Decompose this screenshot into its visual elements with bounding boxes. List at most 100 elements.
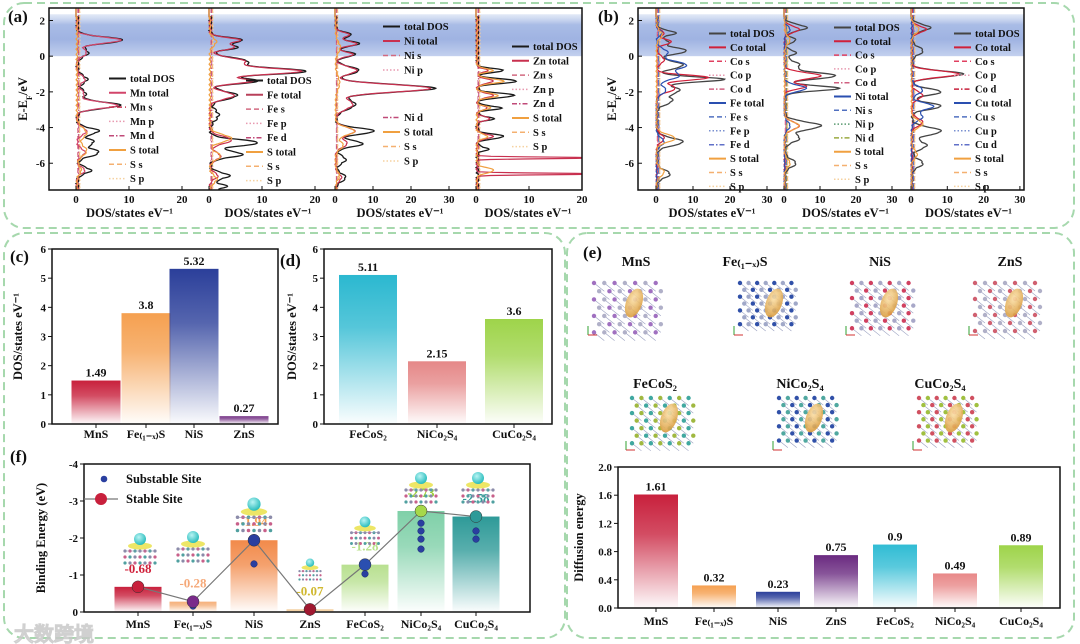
y-tick-label: -1: [69, 570, 78, 582]
legend-item: total DOS: [834, 23, 900, 34]
x-tick-label: 30: [887, 194, 899, 206]
x-tick-label: 20: [310, 194, 322, 206]
legend-label: Fe s: [267, 105, 285, 116]
legend-label: S total: [267, 148, 296, 159]
legend-item: Fe p: [246, 119, 287, 130]
dos-curve-s-total: [208, 8, 233, 190]
dos-curve-s-total: [75, 8, 88, 190]
category-label: MnS: [644, 614, 669, 628]
bar-value-label: -2.58: [462, 491, 490, 506]
bar-value-label: 3.8: [139, 298, 154, 312]
legend-label: S total: [855, 147, 884, 158]
category-label: Fe₍₁₋ₓ₎S: [174, 617, 213, 631]
y-tick-label: -2: [625, 87, 635, 99]
diffusion-path-icon: [659, 403, 679, 433]
x-axis-title: DOS/states eV⁻¹: [356, 206, 443, 220]
legend-label: Fe p: [730, 126, 750, 137]
legend-item: Co total: [954, 43, 1011, 54]
diffusion-path-icon: [764, 288, 784, 318]
panel-label: (d): [280, 251, 301, 270]
bar-2: [485, 319, 543, 424]
bar-value-label: 0.23: [768, 577, 789, 591]
structure-label: FeCoS₂: [633, 377, 677, 392]
substable-site-point: [417, 545, 425, 553]
legend-label: Substable Site: [126, 472, 202, 486]
dos-curve-total-dos: [474, 8, 518, 190]
y-axis-title-part: E-E: [16, 100, 30, 121]
y-axis-title: Binding Energy (eV): [34, 483, 48, 593]
crystal-structure-2: [845, 280, 916, 337]
legend-label: total DOS: [267, 76, 312, 87]
category-label: MnS: [126, 617, 151, 631]
legend-label: Cu s: [975, 112, 995, 123]
diffusion-path-icon: [624, 288, 644, 318]
legend-item: Co total: [834, 37, 891, 48]
structure-label: NiS: [869, 255, 891, 270]
legend-label: Co total: [855, 37, 891, 48]
panel-label: (b): [598, 7, 619, 26]
diffusion-path-icon: [804, 403, 824, 433]
dos-curve-total-dos: [334, 8, 438, 190]
dos-curve-s-total: [334, 8, 356, 190]
conduction-band-highlight: [638, 14, 1024, 57]
y-axis-title: DOS/states eV⁻¹: [285, 293, 299, 380]
legend-item: S s: [246, 162, 280, 173]
legend-label: S s: [404, 142, 417, 153]
y-tick-label: 0.8: [598, 547, 612, 559]
legend-item: Co d: [834, 78, 876, 89]
legend-label: Fe total: [267, 90, 301, 101]
legend-item: S total: [954, 154, 1004, 165]
legend-label: S p: [404, 157, 418, 168]
border-bottom-right: [566, 232, 1075, 639]
legend-label: Co total: [730, 43, 766, 54]
category-label: ZnS: [233, 427, 255, 441]
legend-substable-marker: [100, 475, 108, 483]
legend-item: Cu total: [954, 99, 1012, 110]
legend-label: Co total: [975, 43, 1011, 54]
substable-site-point: [472, 535, 480, 543]
crystal-structure-5: [772, 395, 839, 451]
legend-label: S p: [730, 182, 744, 193]
x-tick-label: 10: [942, 194, 954, 206]
legend-label: total DOS: [975, 29, 1020, 40]
bar-1: [121, 313, 171, 424]
dos-curve-ni-total: [334, 8, 432, 190]
legend-item: Co d: [954, 85, 996, 96]
bar-value-label: -2.73: [407, 485, 435, 500]
dos-subplot-zns: 0 10 20 DOS/states eV⁻¹ total DOS Zn total Zn …: [473, 8, 589, 220]
crystal-structure-3: [968, 280, 1043, 340]
bar-2: [230, 540, 278, 612]
plot-frame: [617, 466, 1061, 609]
x-tick-label: 10: [257, 194, 269, 206]
watermark: 大数跨境: [14, 622, 94, 644]
legend-item: Co s: [709, 57, 750, 68]
legend-label: S total: [730, 154, 759, 165]
bar-value-label: 5.11: [358, 260, 378, 274]
x-tick-label: 20: [577, 194, 589, 206]
y-tick-label: 1.2: [598, 518, 612, 530]
bar-value-label: -0.07: [296, 583, 324, 598]
y-tick-label: 2: [313, 361, 319, 373]
x-tick-label: 10: [124, 194, 136, 206]
y-tick-label: 1: [313, 390, 319, 402]
structure-label: NiCo₂S₄: [776, 377, 824, 392]
legend-label: Co d: [975, 85, 996, 96]
bar-value-label: -1.28: [351, 539, 379, 554]
y-tick-label: 4: [41, 302, 47, 314]
category-label: Fe₍₁₋ₓ₎S: [695, 614, 734, 628]
legend-item: Mn p: [109, 117, 154, 128]
legend-label: Cu total: [975, 99, 1012, 110]
y-tick-label: 0: [629, 51, 635, 63]
bar-6: [999, 545, 1043, 608]
category-label: FeCoS₂: [876, 614, 914, 628]
bar-3: [219, 416, 269, 424]
x-tick-label: 0: [473, 194, 479, 206]
legend-item: S s: [512, 128, 546, 139]
y-tick-label: -6: [625, 158, 635, 170]
x-axis-title: DOS/states eV⁻¹: [86, 206, 173, 220]
legend-item: Co p: [954, 71, 996, 82]
x-tick-label: 10: [368, 194, 380, 206]
legend-item: S total: [246, 148, 296, 159]
legend-label: Co s: [730, 57, 750, 68]
y-tick-label: 0.4: [598, 575, 612, 587]
